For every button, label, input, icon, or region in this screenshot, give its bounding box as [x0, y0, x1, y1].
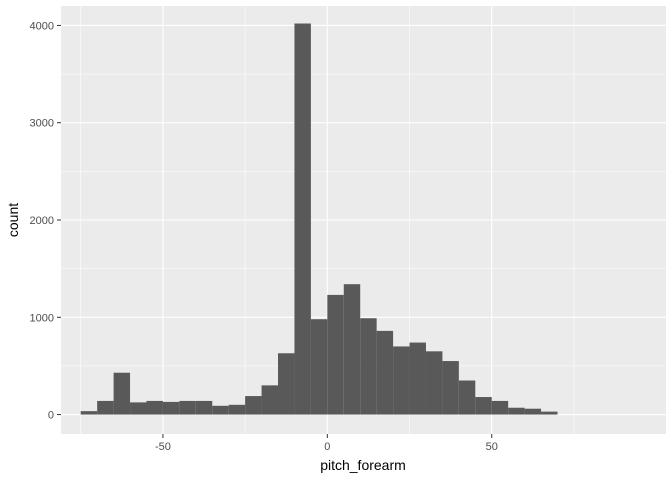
- y-tick-label: 0: [48, 410, 54, 422]
- y-tick-label: 2000: [30, 215, 54, 227]
- histogram-bar: [310, 319, 328, 415]
- histogram-bar: [212, 405, 229, 415]
- histogram-bar: [195, 400, 213, 415]
- x-tick-label: -50: [155, 441, 171, 453]
- histogram-bar: [376, 330, 394, 415]
- histogram-bar: [393, 346, 410, 415]
- histogram-bar: [294, 23, 311, 415]
- y-tick-label: 1000: [30, 312, 54, 324]
- histogram-bar: [80, 411, 98, 415]
- y-tick-label: 3000: [30, 118, 54, 130]
- histogram-bar: [97, 400, 114, 415]
- x-axis-title: pitch_forearm: [320, 457, 406, 473]
- histogram-bar: [278, 353, 295, 415]
- histogram-bar: [162, 401, 180, 415]
- histogram-bar: [524, 408, 542, 415]
- histogram-bar: [360, 318, 377, 415]
- histogram-bar: [409, 342, 426, 415]
- histogram-bar: [146, 400, 163, 415]
- histogram-bar: [541, 411, 558, 415]
- histogram-bar: [179, 400, 196, 415]
- histogram-bar: [245, 396, 262, 415]
- histogram-bar: [113, 372, 131, 415]
- y-axis-ticks: 0 1000 2000 3000 4000: [30, 20, 61, 422]
- bars: [80, 23, 558, 415]
- histogram-bar: [442, 361, 459, 415]
- x-tick-label: 50: [486, 441, 498, 453]
- histogram-bar: [475, 397, 492, 415]
- histogram-bar: [130, 402, 147, 415]
- y-axis-title: count: [5, 203, 21, 237]
- x-axis-ticks: -50 0 50: [155, 434, 498, 453]
- histogram-bar: [425, 351, 443, 415]
- histogram-bar: [458, 380, 476, 415]
- histogram-bar: [261, 385, 279, 415]
- histogram-bar: [228, 404, 246, 415]
- histogram-bar: [327, 294, 344, 415]
- histogram-bar: [491, 400, 509, 415]
- y-tick-label: 4000: [30, 20, 54, 32]
- histogram-bar: [508, 407, 525, 415]
- x-tick-label: 0: [324, 441, 330, 453]
- histogram-bar: [343, 284, 361, 415]
